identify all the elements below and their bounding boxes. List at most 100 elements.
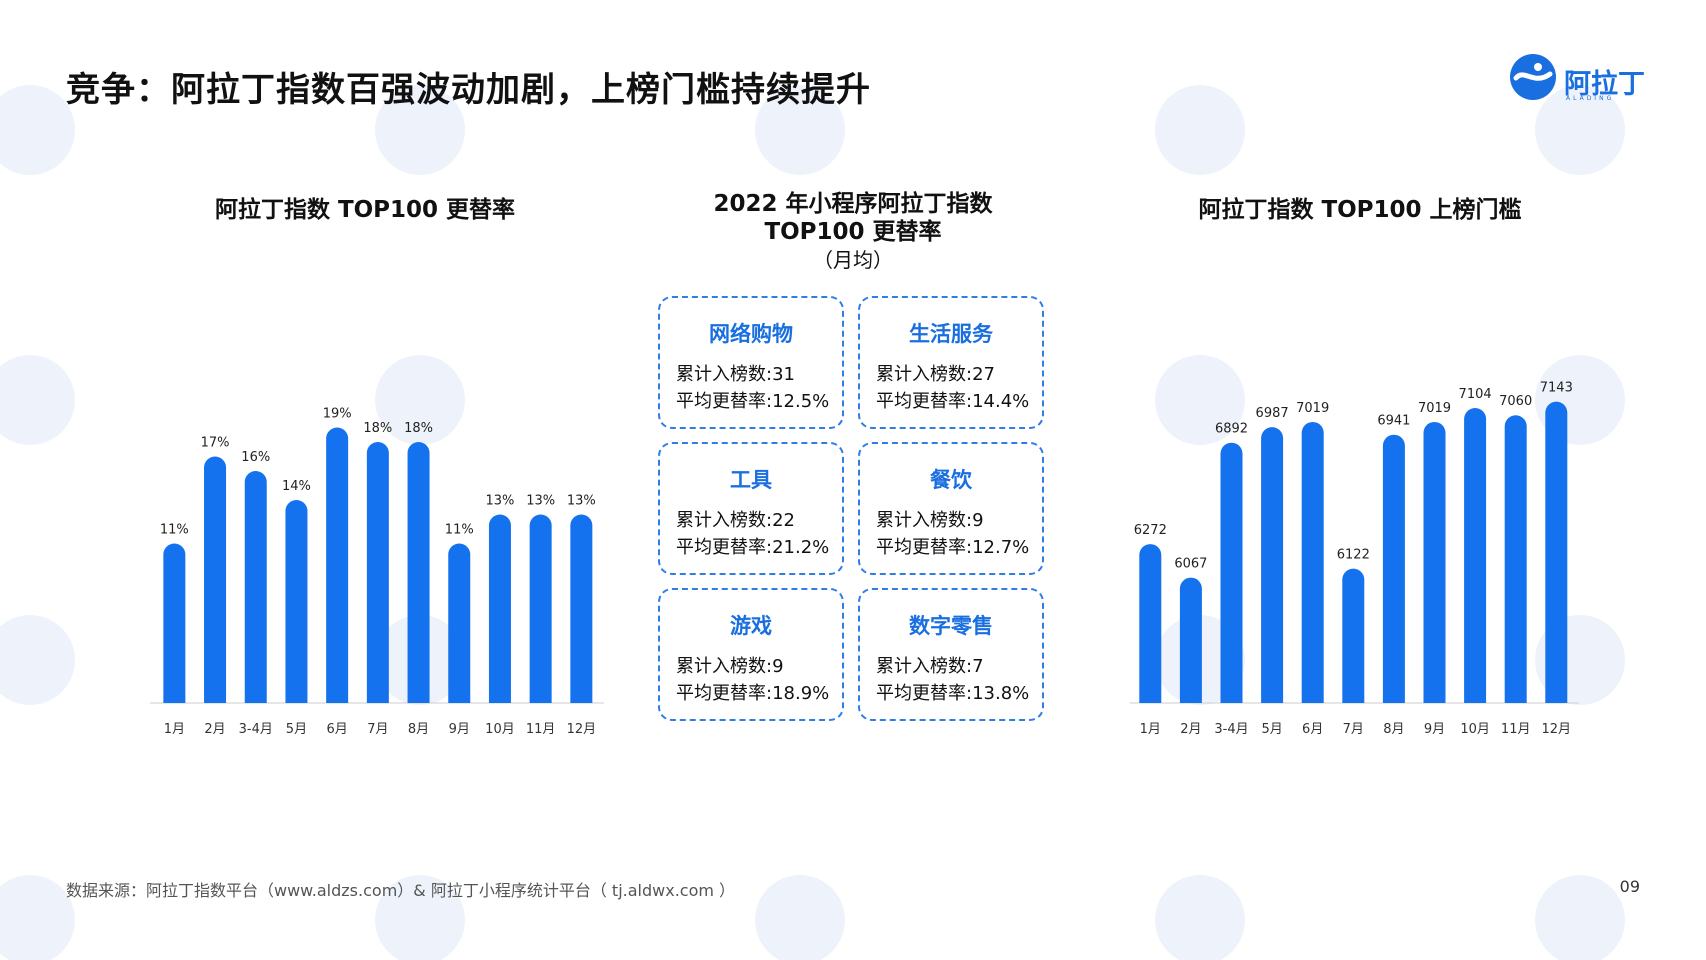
right-bar-chart: 6272 1月 6067 2月 6892 3-4月 6987 5月 7019 6月 6122 7月 69…	[1130, 381, 1579, 737]
bar	[570, 514, 593, 703]
x-tick-label: 1月	[1140, 722, 1161, 737]
x-tick-label: 12月	[567, 722, 597, 737]
bar-value-label: 18%	[404, 421, 433, 436]
bar-value-label: 6892	[1215, 422, 1248, 437]
bar	[1220, 442, 1243, 703]
bar-value-label: 7019	[1418, 401, 1451, 416]
card-turnover: 平均更替率:18.9%	[676, 683, 830, 704]
center-title-line3: （月均）	[813, 248, 893, 272]
category-card-tools: 工具 累计入榜数:22 平均更替率:21.2%	[658, 442, 844, 575]
bar	[204, 456, 227, 703]
bar	[488, 514, 511, 703]
x-tick-label: 3-4月	[1214, 722, 1248, 737]
bar-value-label: 6122	[1337, 548, 1370, 563]
x-tick-label: 7月	[1343, 722, 1364, 737]
bar	[448, 543, 471, 703]
x-tick-label: 8月	[1383, 722, 1404, 737]
bar-value-label: 11%	[445, 523, 474, 538]
x-tick-label: 10月	[1460, 722, 1490, 737]
x-tick-label: 11月	[1501, 722, 1531, 737]
bar	[1382, 434, 1405, 703]
bar-value-label: 19%	[323, 407, 352, 422]
bar	[1261, 427, 1284, 703]
card-entries: 累计入榜数:9	[876, 510, 984, 531]
center-title-line1: 2022 年小程序阿拉丁指数	[713, 191, 993, 217]
data-source-note: 数据来源：阿拉丁指数平台（www.aldzs.com）& 阿拉丁小程序统计平台（…	[66, 881, 736, 900]
bar	[1301, 421, 1324, 703]
category-card-dining: 餐饮 累计入榜数:9 平均更替率:12.7%	[858, 442, 1044, 575]
x-tick-label: 6月	[327, 722, 348, 737]
card-turnover: 平均更替率:12.5%	[676, 391, 830, 412]
page-title: 竞争：阿拉丁指数百强波动加剧，上榜门槛持续提升	[66, 70, 871, 110]
card-title: 数字零售	[909, 614, 993, 638]
bar-value-label: 7104	[1459, 387, 1492, 402]
bar-value-label: 13%	[567, 494, 596, 509]
bar	[366, 442, 389, 703]
left-bar-chart: 11% 1月 17% 2月 16% 3-4月 14% 5月 19% 6月 18% 7月 18% 8月 11%…	[150, 407, 604, 737]
right-chart-title: 阿拉丁指数 TOP100 上榜门槛	[1198, 197, 1522, 223]
card-title: 游戏	[730, 614, 772, 638]
bar	[1504, 415, 1527, 703]
x-tick-label: 1月	[164, 722, 185, 737]
bar-value-label: 11%	[160, 523, 189, 538]
bar-value-label: 6987	[1256, 406, 1289, 421]
card-entries: 累计入榜数:7	[876, 656, 984, 677]
bar	[407, 442, 430, 703]
x-tick-label: 9月	[1424, 722, 1445, 737]
x-tick-label: 6月	[1302, 722, 1323, 737]
card-entries: 累计入榜数:22	[676, 510, 795, 531]
card-turnover: 平均更替率:13.8%	[876, 683, 1030, 704]
x-tick-label: 5月	[286, 722, 307, 737]
bar	[163, 543, 186, 703]
x-tick-label: 10月	[485, 722, 515, 737]
category-card-games: 游戏 累计入榜数:9 平均更替率:18.9%	[658, 588, 844, 721]
card-title: 餐饮	[930, 468, 972, 492]
bar	[529, 514, 552, 703]
category-card-online-shopping: 网络购物 累计入榜数:31 平均更替率:12.5%	[658, 296, 844, 429]
x-tick-label: 12月	[1542, 722, 1572, 737]
card-entries: 累计入榜数:9	[676, 656, 784, 677]
card-turnover: 平均更替率:12.7%	[876, 537, 1030, 558]
bar-value-label: 6067	[1174, 557, 1207, 572]
bar-value-label: 7143	[1540, 381, 1573, 396]
card-turnover: 平均更替率:14.4%	[876, 391, 1030, 412]
card-title: 工具	[730, 468, 772, 492]
card-entries: 累计入榜数:31	[676, 364, 795, 385]
brand-logo-icon	[1510, 54, 1556, 100]
card-entries: 累计入榜数:27	[876, 364, 995, 385]
x-tick-label: 7月	[367, 722, 388, 737]
x-tick-label: 3-4月	[239, 722, 273, 737]
bar-value-label: 13%	[526, 494, 555, 509]
bar	[1464, 408, 1487, 703]
center-title: 2022 年小程序阿拉丁指数 TOP100 更替率 （月均）	[660, 190, 1046, 274]
category-card-life-services: 生活服务 累计入榜数:27 平均更替率:14.4%	[858, 296, 1044, 429]
card-title: 生活服务	[909, 322, 993, 346]
bar-value-label: 18%	[363, 421, 392, 436]
card-turnover: 平均更替率:21.2%	[676, 537, 830, 558]
bar	[285, 500, 308, 703]
bar	[1179, 577, 1202, 703]
bar-value-label: 6272	[1134, 523, 1167, 538]
bar	[244, 471, 267, 703]
x-tick-label: 5月	[1261, 722, 1282, 737]
left-chart-title: 阿拉丁指数 TOP100 更替率	[214, 197, 516, 223]
bar	[326, 427, 349, 703]
bar	[1423, 421, 1446, 703]
card-title: 网络购物	[709, 322, 793, 346]
bar	[1545, 401, 1568, 703]
bar-value-label: 17%	[201, 436, 230, 451]
bar-value-label: 14%	[282, 479, 311, 494]
x-tick-label: 11月	[526, 722, 556, 737]
x-tick-label: 2月	[1180, 722, 1201, 737]
bar-value-label: 7019	[1296, 401, 1329, 416]
brand-logo-subtext: ALADING	[1566, 95, 1615, 102]
center-title-line2: TOP100 更替率	[764, 219, 942, 245]
x-tick-label: 2月	[204, 722, 225, 737]
bar-value-label: 7060	[1499, 394, 1532, 409]
bar	[1139, 544, 1162, 703]
x-tick-label: 9月	[449, 722, 470, 737]
bar	[1342, 568, 1365, 703]
bar-value-label: 16%	[241, 450, 270, 465]
bar-value-label: 13%	[485, 494, 514, 509]
brand-logo-text: 阿拉丁	[1564, 69, 1645, 100]
